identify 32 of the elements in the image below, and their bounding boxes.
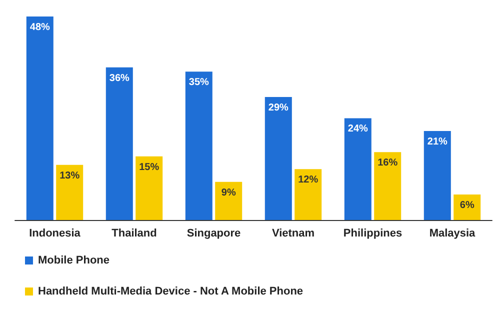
data-label: 29% [268,102,289,114]
data-label: 13% [60,170,80,182]
x-tick-label: Philippines [343,228,402,240]
bar [26,16,54,220]
data-label: 12% [298,174,318,186]
legend-label: Mobile Phone [38,254,110,266]
bar [294,169,322,220]
data-label: 36% [109,72,130,84]
x-tick-label: Singapore [186,228,241,240]
x-tick-label: Vietnam [272,228,315,240]
bar [344,118,372,220]
data-label: 24% [348,124,368,135]
data-label: 35% [188,77,210,88]
x-tick-label: Thailand [112,228,157,240]
data-label: 9% [221,187,236,198]
bar [454,194,481,220]
data-label: 15% [139,162,160,173]
data-label: 16% [378,158,398,169]
bar [424,130,451,220]
bar [215,182,242,220]
bar [106,67,133,220]
data-label: 6% [460,200,474,212]
data-label: 48% [30,22,50,33]
data-label: 21% [427,136,448,148]
x-tick-label: Malaysia [429,228,476,240]
bar [136,156,163,220]
legend-label: Handheld Multi-Media Device - Not A Mobile Phone [38,286,304,298]
x-tick-label: Indonesia [29,228,82,240]
bar [56,164,84,220]
bar [185,72,212,220]
bar [374,152,402,220]
bar [264,97,292,220]
